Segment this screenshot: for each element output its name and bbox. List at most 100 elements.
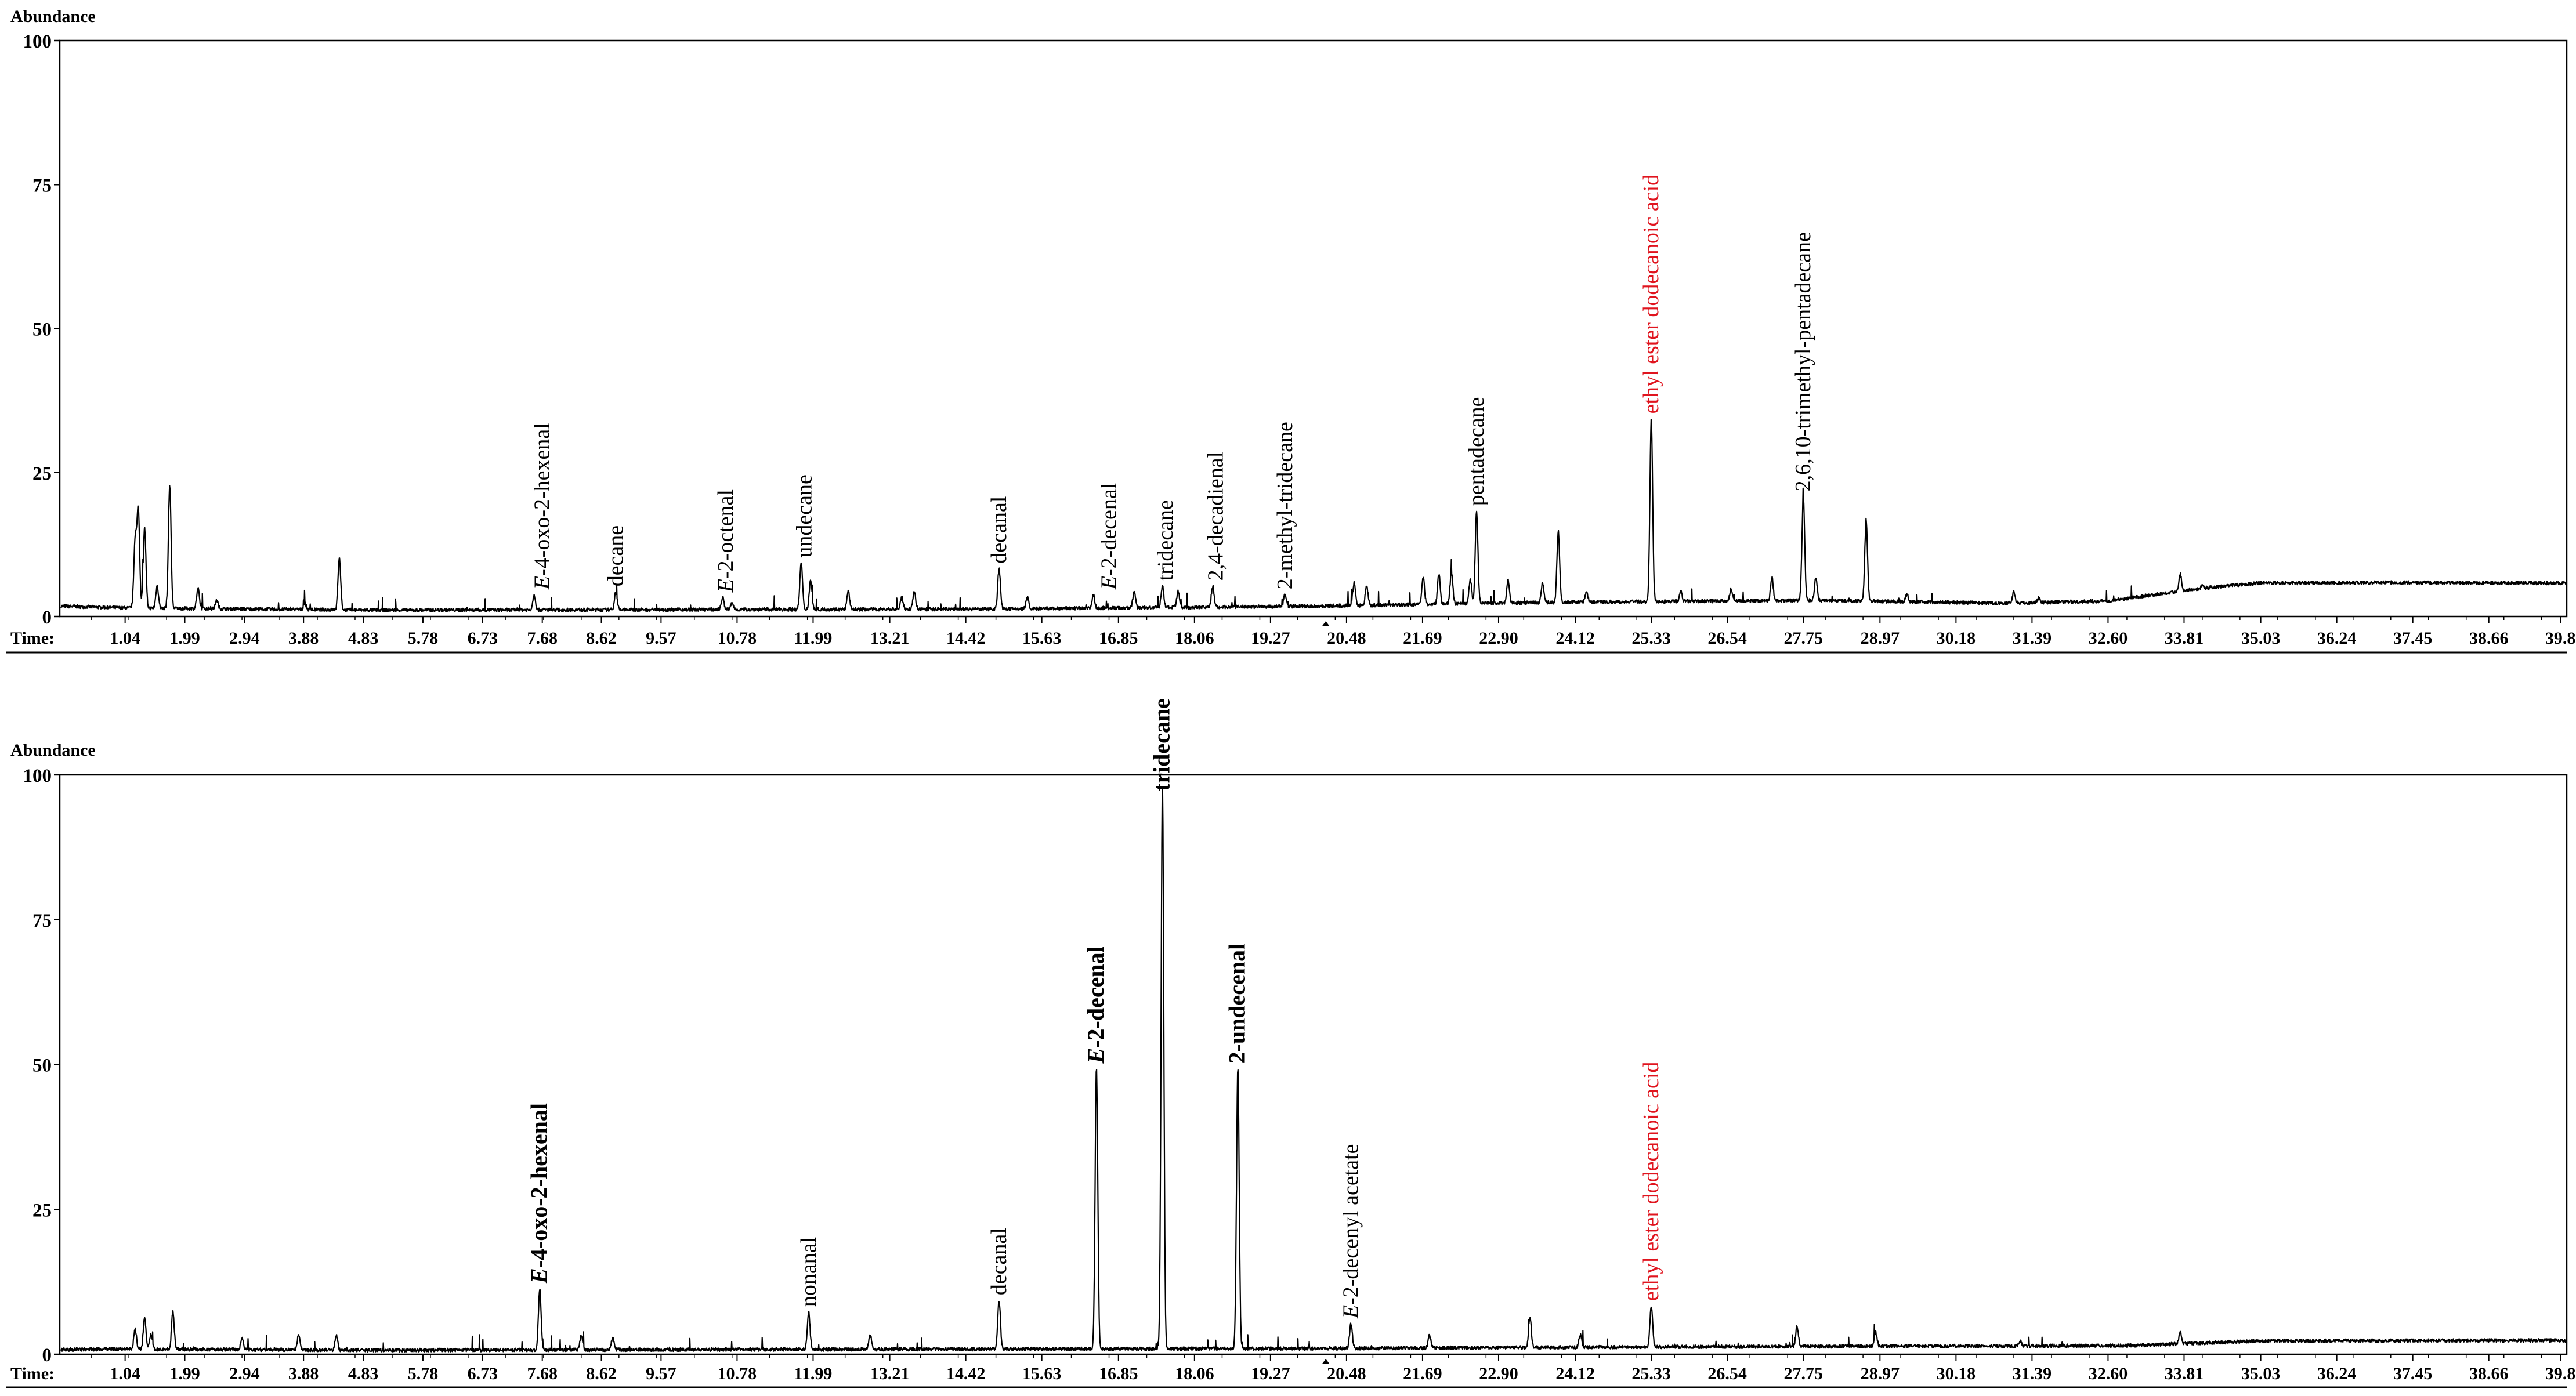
peak-annotation: E-4-oxo-2-hexenal: [530, 423, 555, 590]
peak-annotation: pentadecane: [1464, 397, 1489, 506]
x-tick-label: 35.03: [2241, 629, 2281, 648]
peak-annotation: tridecane: [1149, 698, 1175, 791]
x-tick-label: 22.90: [1479, 629, 1518, 648]
y-tick-label: 25: [32, 1200, 52, 1221]
x-tick-label: 5.78: [408, 1364, 439, 1383]
x-tick-label: 14.42: [946, 1364, 986, 1383]
x-tick-label: 7.68: [527, 1364, 558, 1383]
x-tick-label: 38.66: [2469, 1364, 2509, 1383]
x-tick-label: 28.97: [1861, 629, 1900, 648]
x-tick-label: 16.85: [1099, 629, 1138, 648]
x-tick-label: 31.39: [2013, 629, 2052, 648]
peak-annotation: 2-undecenal: [1224, 944, 1250, 1064]
y-tick-label: 50: [32, 320, 52, 340]
x-tick-label: 1.04: [110, 1364, 140, 1383]
peak-annotation: decanal: [987, 1228, 1011, 1295]
x-tick-label: 18.06: [1175, 629, 1214, 648]
peak-annotation: 2,6,10-trimethyl-pentadecane: [1791, 232, 1815, 491]
peak-annotation: nonanal: [797, 1237, 821, 1307]
x-tick-label: 2.94: [229, 1364, 260, 1383]
x-tick-label: 27.75: [1783, 1364, 1823, 1383]
x-tick-label: 3.88: [288, 629, 319, 648]
y-tick-label: 75: [32, 911, 52, 931]
x-tick-label: 36.24: [2317, 629, 2357, 648]
x-tick-label: 28.97: [1861, 1364, 1900, 1383]
peak-annotation: E-2-decenal: [1097, 483, 1121, 590]
y-axis-label: Abundance: [10, 7, 96, 26]
y-tick-label: 0: [42, 607, 52, 628]
x-tick-label: 15.63: [1022, 629, 1062, 648]
x-tick-label: 37.45: [2393, 629, 2433, 648]
peak-annotation: E-2-decenyl acetate: [1339, 1144, 1363, 1319]
y-tick-label: 100: [23, 31, 52, 52]
x-tick-label: 24.12: [1555, 1364, 1595, 1383]
x-tick-label: 35.03: [2241, 1364, 2281, 1383]
y-tick-label: 50: [32, 1056, 52, 1076]
plot-frame: [59, 39, 2568, 618]
x-tick-label: 36.24: [2317, 1364, 2357, 1383]
x-tick-label: 8.62: [586, 629, 617, 648]
peak-annotation: tridecane: [1153, 500, 1178, 581]
x-tick-label: 2.94: [229, 629, 260, 648]
x-tick-label: 9.57: [646, 629, 676, 648]
x-tick-label: 21.69: [1403, 1364, 1442, 1383]
x-tick-label: 5.78: [408, 629, 439, 648]
chromatogram-trace: [60, 419, 2567, 612]
y-tick-label: 75: [32, 175, 52, 196]
x-tick-label: 38.66: [2469, 629, 2509, 648]
x-tick-label: 11.99: [794, 1364, 833, 1383]
peak-annotation: 2-methyl-tridecane: [1273, 422, 1297, 589]
x-tick-label: 27.75: [1783, 629, 1823, 648]
x-tick-label: 1.99: [169, 1364, 200, 1383]
x-tick-label: 31.39: [2013, 1364, 2052, 1383]
x-tick-label: 6.73: [468, 629, 498, 648]
x-axis-label: Time:: [10, 1364, 55, 1383]
y-tick-label: 25: [32, 463, 52, 484]
x-tick-label: 15.63: [1022, 1364, 1062, 1383]
x-tick-label: 4.83: [348, 1364, 379, 1383]
x-tick-label: 22.90: [1479, 1364, 1518, 1383]
peak-annotation: 2,4-decadienal: [1204, 452, 1228, 581]
x-tick-label: 7.68: [527, 629, 558, 648]
y-axis-label: Abundance: [10, 741, 96, 760]
x-tick-label: 10.78: [718, 629, 757, 648]
x-tick-label: 39.8: [2545, 629, 2576, 648]
peak-annotation: E-4-oxo-2-hexenal: [526, 1103, 552, 1284]
peak-annotation: ethyl ester dodecanoic acid: [1639, 175, 1663, 414]
x-axis-label: Time:: [10, 629, 55, 648]
x-tick-label: 13.21: [870, 1364, 910, 1383]
x-tick-label: 14.42: [946, 629, 986, 648]
x-tick-label: 20.48: [1327, 1364, 1366, 1383]
peak-annotation: E-2-octenal: [714, 489, 738, 593]
x-tick-label: 18.06: [1175, 1364, 1214, 1383]
peak-annotation: ethyl ester dodecanoic acid: [1639, 1062, 1663, 1301]
x-tick-label: 39.8: [2545, 1364, 2576, 1383]
x-tick-label: 19.27: [1251, 629, 1290, 648]
x-tick-label: 16.85: [1099, 1364, 1138, 1383]
x-tick-label: 13.21: [870, 629, 910, 648]
x-axis-marker: [1322, 621, 1330, 626]
x-tick-label: 30.18: [1937, 629, 1976, 648]
x-tick-label: 30.18: [1937, 1364, 1976, 1383]
x-tick-label: 24.12: [1555, 629, 1595, 648]
chromatogram-panel-bottom: Abundance 0 25 50 75 100 Time: 1.04 1.99 2.94 3.88…: [6, 698, 2576, 1388]
x-tick-label: 32.60: [2089, 629, 2128, 648]
peak-annotation: E-2-decenal: [1083, 946, 1109, 1064]
x-tick-label: 19.27: [1251, 1364, 1290, 1383]
x-tick-label: 26.54: [1707, 629, 1747, 648]
chromatogram-trace: [60, 787, 2567, 1353]
x-tick-label: 37.45: [2393, 1364, 2433, 1383]
x-tick-label: 20.48: [1327, 629, 1366, 648]
peak-annotation: decane: [603, 525, 628, 586]
x-tick-label: 26.54: [1707, 1364, 1747, 1383]
x-tick-label: 1.99: [169, 629, 200, 648]
x-tick-label: 3.88: [288, 1364, 319, 1383]
chromatogram-panel-top: Abundance 0 25 50 75 100 Time: 1.04 1.99 2.94 3.88…: [6, 7, 2576, 654]
x-tick-label: 25.33: [1631, 629, 1671, 648]
x-tick-label: 6.73: [468, 1364, 498, 1383]
x-axis-marker: [1322, 1359, 1330, 1364]
x-tick-label: 9.57: [646, 1364, 676, 1383]
x-tick-label: 8.62: [586, 1364, 617, 1383]
x-tick-label: 32.60: [2089, 1364, 2128, 1383]
